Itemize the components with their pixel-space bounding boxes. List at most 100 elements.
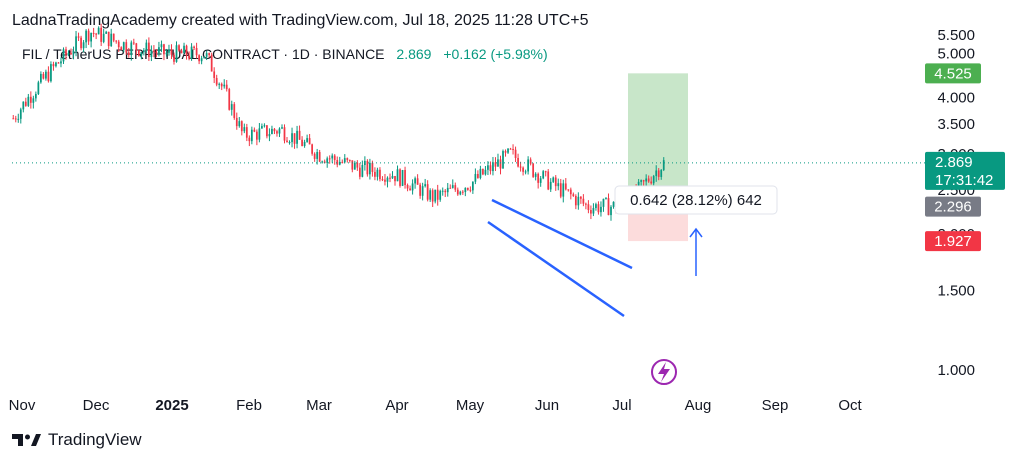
candle-body <box>466 187 469 190</box>
x-tick-label: Oct <box>838 397 862 414</box>
candle-body <box>544 171 547 173</box>
candle-body <box>446 187 449 193</box>
candle-body <box>34 94 37 99</box>
candle-body <box>203 56 206 59</box>
x-tick-label: Feb <box>236 397 262 414</box>
candle-body <box>283 127 286 141</box>
candle-body <box>42 73 45 79</box>
candle-body <box>70 52 72 55</box>
candle-body <box>532 163 535 177</box>
candle-body <box>379 169 381 180</box>
candle-body <box>391 176 394 179</box>
brand-name: TradingView <box>48 430 142 449</box>
candle-body <box>190 46 193 59</box>
candle-body <box>268 134 271 137</box>
candle-body <box>512 148 514 150</box>
x-tick-label: Jul <box>612 397 631 414</box>
candle-body <box>278 128 281 134</box>
candle-body <box>17 118 20 120</box>
candle-body <box>416 178 419 185</box>
candle-body <box>547 171 550 190</box>
candle-body <box>215 77 218 85</box>
candle-body <box>235 117 238 127</box>
candle-body <box>45 71 47 79</box>
candle-body <box>371 162 374 172</box>
symbol-title: FIL / TetherUS PERPETUAL CONTRACT · 1D ·… <box>22 46 385 62</box>
candle-body <box>326 158 329 163</box>
channel-lower-line <box>487 220 625 318</box>
candle-body <box>323 161 326 163</box>
candle-body <box>514 149 517 158</box>
candle-body <box>341 161 344 163</box>
current-price-tag <box>925 151 1005 190</box>
lightning-icon-bolt <box>658 362 670 382</box>
candle-body <box>55 62 57 67</box>
candle-body <box>542 171 545 179</box>
candle-body <box>253 129 256 132</box>
candle-body <box>306 138 308 142</box>
chart-attribution: LadnaTradingAcademy created with Trading… <box>12 12 589 29</box>
candle-body <box>482 168 484 175</box>
candle-body <box>130 42 133 56</box>
candle-body <box>225 84 228 90</box>
drawings: 0.642 (28.12%) 642 <box>12 162 925 385</box>
candle-body <box>19 109 22 119</box>
candle-body <box>125 42 128 53</box>
candle-body <box>72 51 75 55</box>
candle-body <box>567 189 570 191</box>
candle-body <box>220 83 223 87</box>
candle-body <box>439 190 442 200</box>
candle-body <box>519 166 522 168</box>
candle-body <box>492 162 494 172</box>
candle-body <box>168 49 170 53</box>
candle-body <box>454 185 457 190</box>
candle-body <box>155 51 158 54</box>
candle-body <box>276 131 278 134</box>
candle-body <box>328 158 331 160</box>
candle-body <box>431 190 434 202</box>
candle-body <box>471 181 474 191</box>
x-tick-label: May <box>456 397 485 414</box>
candle-body <box>32 98 35 103</box>
x-tick-label: Aug <box>685 397 712 414</box>
candle-body <box>356 162 359 168</box>
candle-body <box>662 160 665 170</box>
candle-body <box>336 160 339 165</box>
candle-body <box>429 190 432 200</box>
candle-body <box>600 206 602 213</box>
candle-body <box>346 158 349 160</box>
candle-body <box>24 101 27 106</box>
candle-body <box>436 189 439 200</box>
candle-body <box>52 64 55 67</box>
candle-body <box>122 42 125 50</box>
candle-body <box>97 27 100 35</box>
candle-body <box>29 96 32 103</box>
candle-body <box>585 203 587 205</box>
candle-body <box>351 160 354 170</box>
candle-body <box>135 43 138 51</box>
candle-body <box>552 177 555 182</box>
candle-body <box>233 104 236 118</box>
candle-body <box>248 137 251 142</box>
candle-body <box>296 130 298 144</box>
candle-body <box>376 169 379 177</box>
candles <box>12 23 665 221</box>
candle-body <box>569 189 572 195</box>
candle-body <box>524 171 527 173</box>
candle-body <box>188 55 190 59</box>
candle-body <box>170 49 173 55</box>
candle-body <box>281 127 283 129</box>
candle-body <box>85 30 87 43</box>
candle-body <box>178 45 180 51</box>
candle-body <box>577 196 580 206</box>
measure-label: 0.642 (28.12%) 642 <box>630 192 762 209</box>
candle-body <box>602 198 605 207</box>
candle-body <box>205 53 208 57</box>
candle-body <box>534 173 537 177</box>
countdown-text: 17:31:42 <box>935 172 993 189</box>
candle-body <box>147 42 150 58</box>
candle-body <box>87 30 90 42</box>
candle-body <box>597 204 600 213</box>
x-tick-label: Jun <box>535 397 559 414</box>
